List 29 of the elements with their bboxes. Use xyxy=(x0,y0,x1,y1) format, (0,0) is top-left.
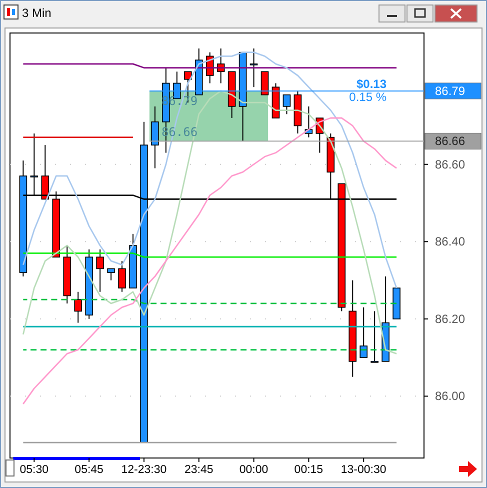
candlestick xyxy=(360,306,368,358)
y-tick-label: 86.00 xyxy=(434,389,466,404)
candlestick xyxy=(74,291,82,324)
x-tick-label: 23:45 xyxy=(184,464,214,476)
x-tick-label: 00:00 xyxy=(239,464,268,476)
y-tick-label: 86.40 xyxy=(434,234,466,249)
candlestick xyxy=(151,106,159,169)
chart-title: 3 Min xyxy=(22,6,52,20)
annotation: 0.15 % xyxy=(349,90,387,104)
annotation: $0.13 xyxy=(356,76,387,91)
x-tick-label: 12-23:30 xyxy=(121,464,167,476)
line-series xyxy=(22,90,398,354)
ref-line-label: 86.79 xyxy=(434,84,466,98)
x-tick-label: 05:45 xyxy=(74,464,104,476)
line-series xyxy=(22,52,398,289)
candlestick xyxy=(107,268,115,281)
ref-line-label: 86.66 xyxy=(434,134,466,148)
candlestick xyxy=(282,94,291,115)
candlestick xyxy=(250,48,258,88)
line-series xyxy=(22,117,398,405)
x-tick-label: 13-00:30 xyxy=(340,464,386,476)
y-tick-label: 86.60 xyxy=(434,157,466,172)
candlestick xyxy=(96,248,104,292)
candlestick xyxy=(118,260,126,292)
y-tick-label: 86.20 xyxy=(434,312,466,326)
x-tick-label: 00:15 xyxy=(294,464,324,476)
candlestick xyxy=(370,310,378,363)
x-tick-label: 05:30 xyxy=(20,464,49,476)
candlestick xyxy=(260,71,269,96)
